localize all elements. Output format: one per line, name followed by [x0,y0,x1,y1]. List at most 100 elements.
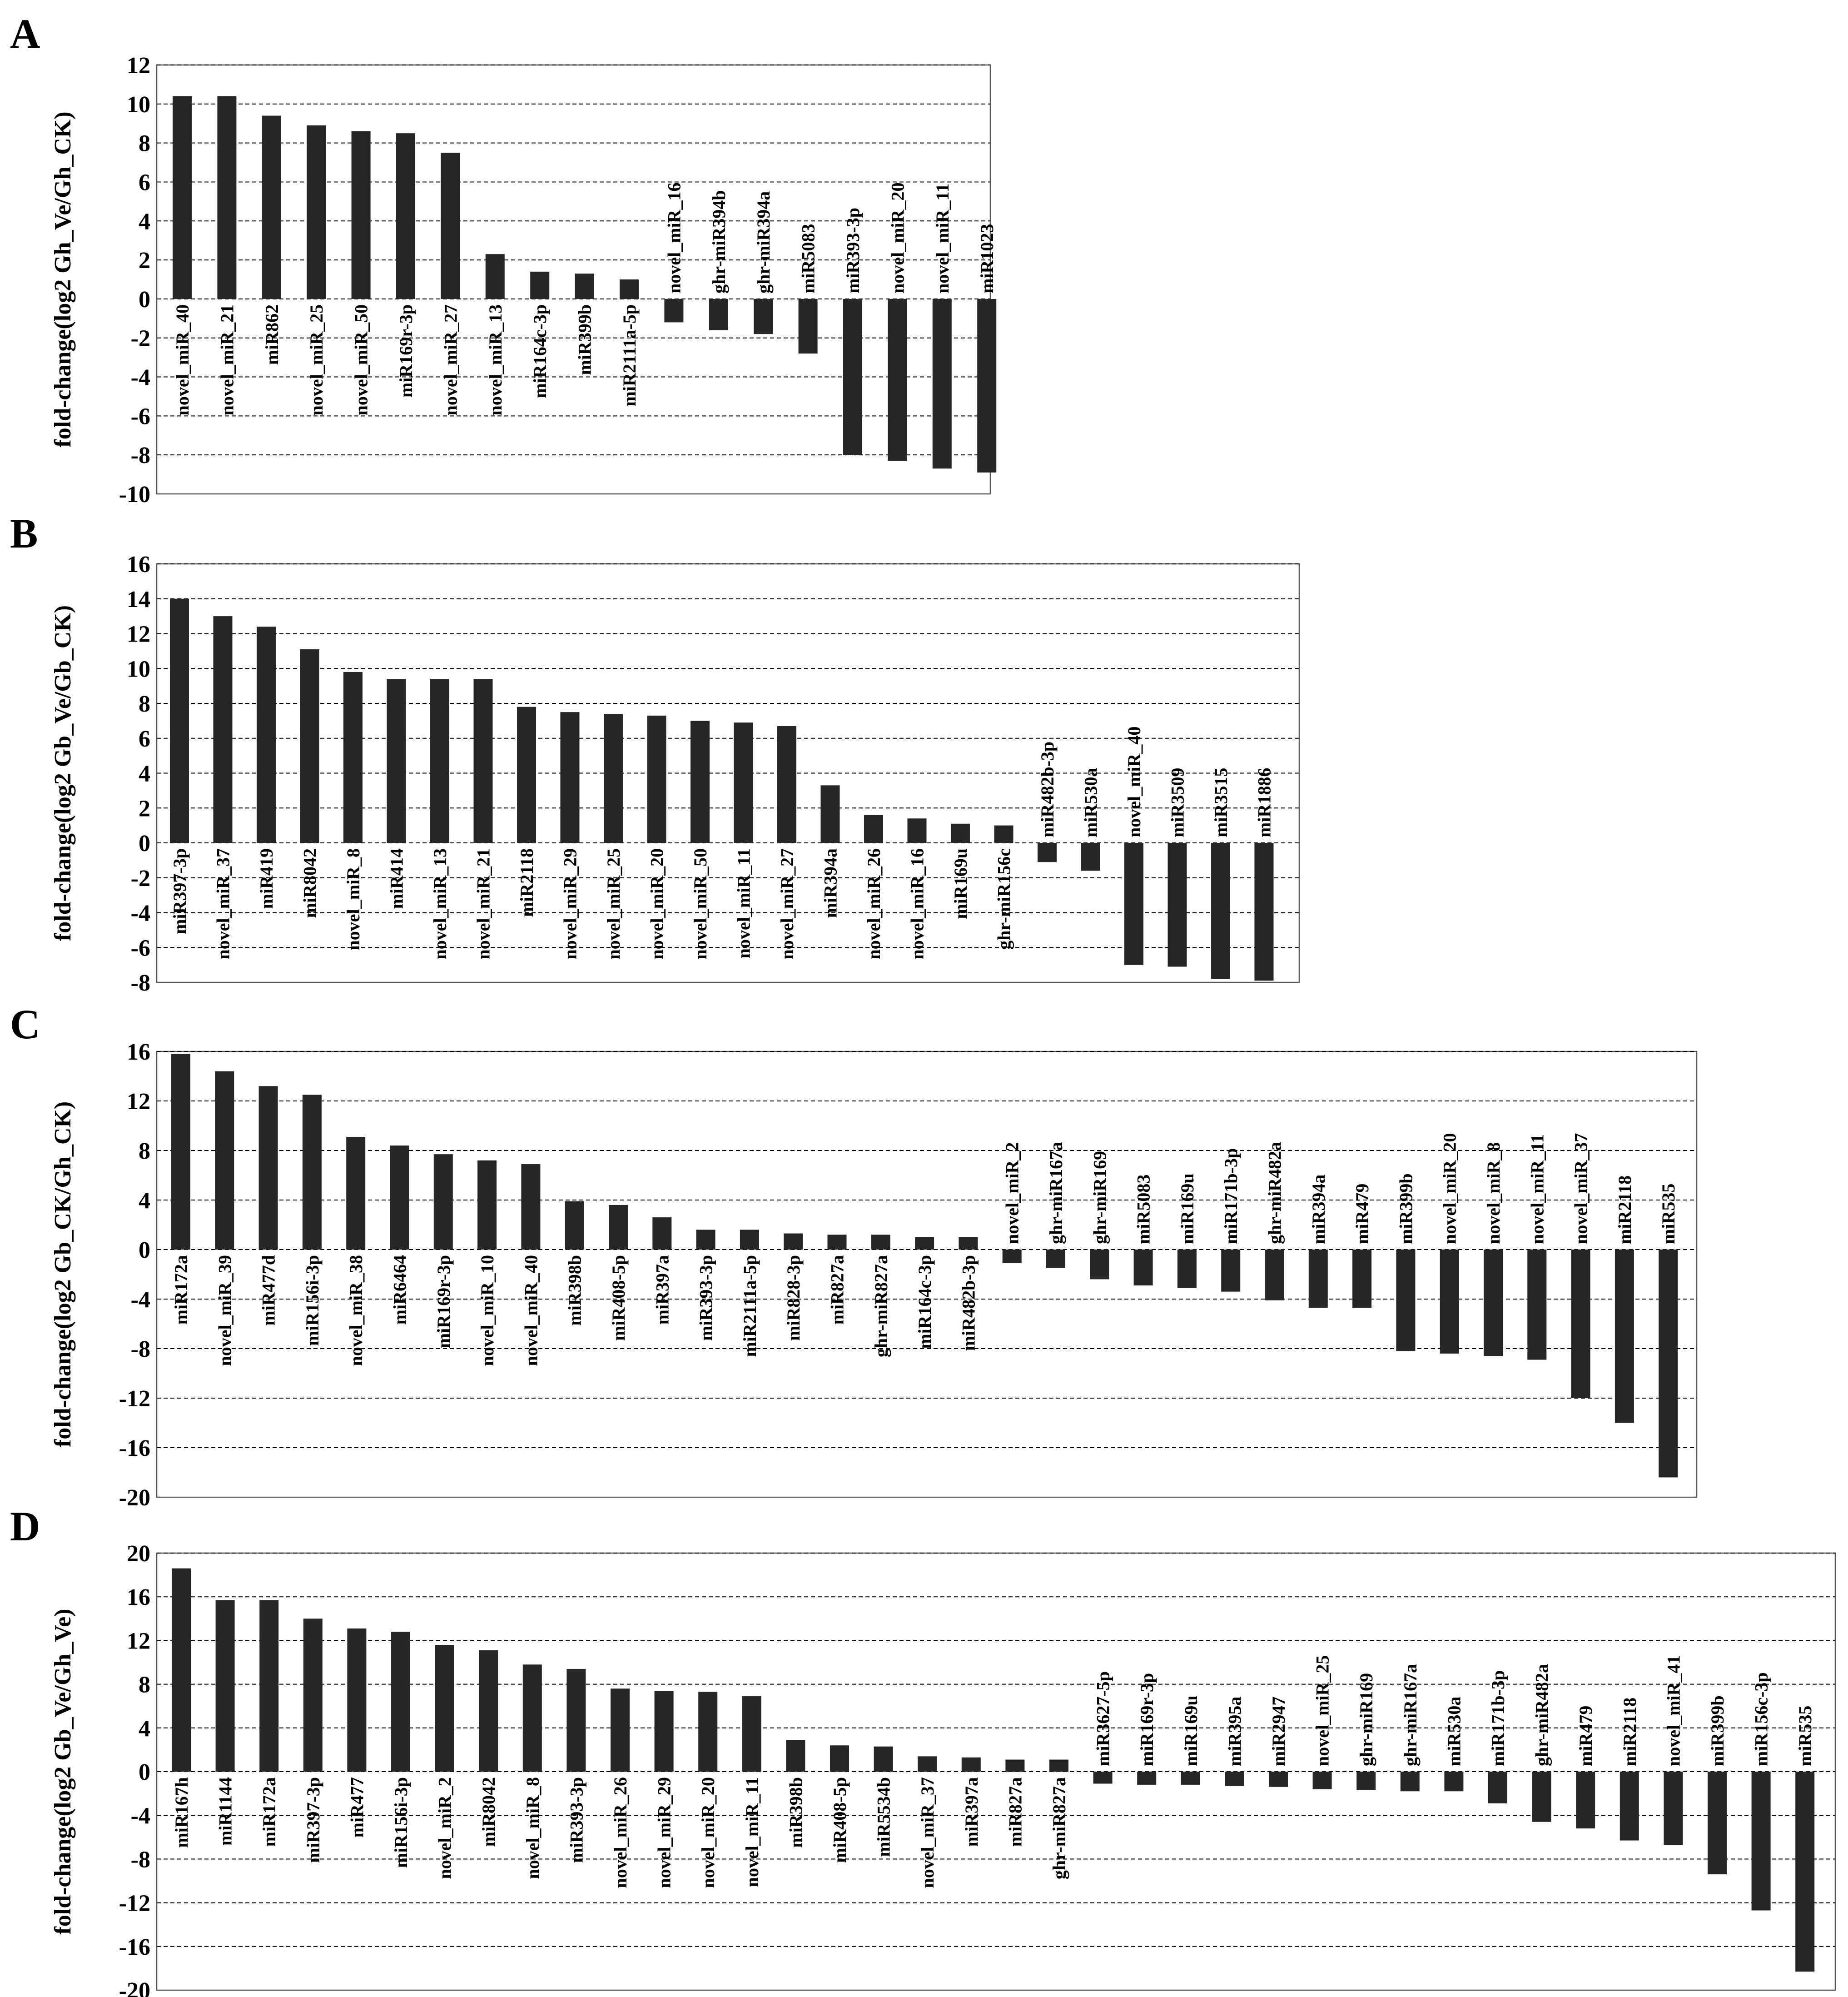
category-label: ghr-miR169 [1089,1151,1110,1244]
y-axis-label: fold-change(log2 Gb_CK/Gh_CK) [50,1101,76,1447]
category-label: miR3515 [1211,768,1231,837]
bar [932,299,952,469]
bar [1356,1772,1376,1790]
bar [1090,1250,1109,1280]
category-label: miR397-3p [303,1777,323,1863]
category-label: novel_miR_20 [647,848,667,959]
bar [1225,1772,1244,1786]
bar [391,1632,410,1772]
bar [390,1145,409,1250]
category-label: miR399b [1396,1173,1416,1244]
category-label: miR395a [1224,1697,1245,1766]
category-label: ghr-miR156c [994,848,1014,950]
category-label: miR393-3p [566,1777,586,1863]
category-label: miR169u [950,848,971,919]
category-label: novel_miR_50 [690,848,710,959]
bar [1532,1772,1551,1822]
category-label: novel_miR_20 [698,1777,718,1888]
category-label: novel_miR_13 [485,304,506,415]
y-tick-label: -16 [119,1934,150,1960]
category-label: novel_miR_39 [214,1255,235,1366]
bar [918,1756,937,1772]
panel-letter: C [10,1001,40,1047]
category-label: miR2118 [1615,1175,1635,1244]
y-tick-label: 10 [127,92,150,118]
bar [258,1086,278,1250]
category-label: miR477d [258,1255,279,1326]
category-label: novel_miR_20 [1440,1133,1460,1244]
category-label: miR393-3p [843,208,863,294]
y-tick-label: -12 [119,1891,150,1917]
y-tick-label: 12 [127,1628,150,1654]
bar [696,1230,715,1250]
bar [1177,1250,1197,1288]
bar [1400,1772,1420,1792]
category-label: novel_miR_11 [932,184,953,294]
category-label: miR1144 [215,1777,236,1846]
category-label: novel_miR_26 [864,848,884,959]
category-label: novel_miR_37 [213,848,233,959]
bar [798,299,818,354]
category-label: ghr-miR167a [1400,1664,1421,1766]
category-label: miR5534b [874,1777,894,1857]
bar [430,679,449,843]
category-label: ghr-miR827a [1049,1777,1069,1879]
category-label: miR827a [827,1255,848,1325]
category-label: miR2118 [517,848,537,917]
y-tick-label: 4 [139,1716,150,1742]
y-tick-label: 8 [139,131,150,157]
y-tick-label: 4 [139,1188,150,1214]
bar [1308,1250,1328,1308]
category-label: miR827a [1005,1777,1025,1847]
bar [170,598,189,843]
bar [977,299,997,473]
y-tick-label: 6 [139,169,150,195]
category-label: miR399b [1707,1695,1728,1766]
bar [1488,1772,1507,1803]
y-tick-label: 0 [139,1759,150,1785]
y-tick-label: 2 [139,248,150,274]
bar [1005,1759,1025,1772]
category-label: novel_miR_8 [343,848,363,950]
bar [1312,1772,1332,1789]
category-label: miR156i-3p [302,1255,323,1346]
category-label: miR394a [820,848,841,918]
y-tick-label: -16 [119,1435,150,1461]
bar [1181,1772,1200,1785]
category-label: miR8042 [478,1777,499,1847]
category-label: miR482b-3p [1037,742,1058,837]
category-label: ghr-miR394b [709,190,729,294]
bar [346,1137,366,1250]
bar [647,715,666,843]
category-label: miR2111a-5p [619,304,640,406]
category-label: novel_miR_16 [664,182,684,293]
y-tick-label: 0 [139,1237,150,1263]
category-label: ghr-miR827a [871,1255,891,1357]
bar [566,1668,586,1772]
bar [302,1095,322,1250]
category-label: ghr-miR482a [1532,1664,1552,1766]
category-label: miR2111a-5p [740,1255,760,1357]
category-label: miR167h [171,1777,192,1848]
bar [874,1746,893,1772]
bar [517,707,536,843]
bar [1484,1250,1503,1356]
y-tick-label: -12 [119,1386,150,1412]
category-label: miR828-3p [783,1255,804,1341]
category-label: miR535 [1795,1706,1815,1766]
y-tick-label: -20 [119,1485,150,1511]
bar [1133,1250,1153,1286]
bar [1049,1759,1068,1772]
y-tick-label: 12 [127,622,150,647]
category-label: miR862 [262,304,282,365]
category-label: miR394a [1308,1175,1329,1244]
y-tick-label: 12 [127,53,150,79]
category-label: miR169r-3p [1137,1673,1157,1766]
y-tick-label: 8 [139,691,150,717]
category-label: novel_miR_40 [172,304,193,415]
panel-letter: A [10,10,40,57]
bar [530,271,550,299]
bar [522,1664,542,1772]
bar [1440,1250,1459,1354]
